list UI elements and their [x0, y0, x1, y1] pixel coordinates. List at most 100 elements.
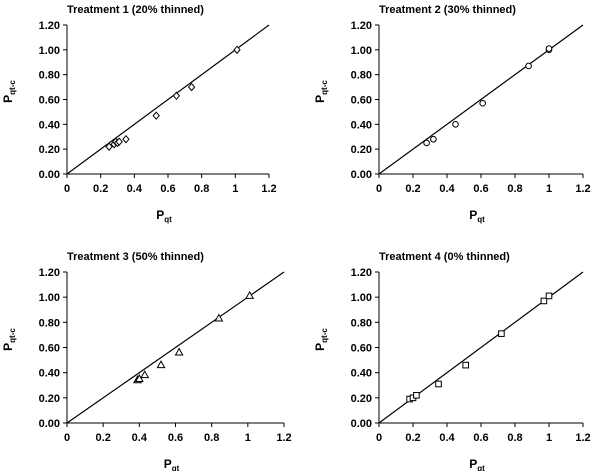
x-tick-label: 1	[232, 183, 238, 195]
data-point	[545, 45, 553, 52]
y-axis-label: Pqt-c	[313, 328, 329, 351]
y-axis-label: Pqt-c	[1, 80, 17, 103]
x-tick-label: 0	[64, 432, 70, 444]
panel-3: Treatment 3 (50% thinned) 0.00 0.20 0.4 0 0.6…	[1, 251, 292, 471]
y-axis-label-main: P	[1, 343, 15, 351]
y-tick-label: 0.80	[351, 317, 372, 329]
panel-title: Treatment 3 (50% thinned)	[67, 251, 204, 263]
x-tick-label: 0.6	[168, 432, 183, 444]
x-axis-label-sub: qt	[172, 464, 180, 471]
y-axis-label: Pqt-c	[313, 80, 329, 103]
y-tick-label: 0.60	[39, 343, 60, 355]
one-to-one-line	[378, 24, 584, 175]
x-tick-label: 0.6	[160, 183, 175, 195]
y-axis-label-sub: qt-c	[8, 80, 17, 95]
data-point	[122, 134, 130, 144]
y-tick-label: 1.20	[39, 267, 60, 279]
data-point	[152, 111, 160, 120]
x-axis-label: Pqt	[469, 457, 485, 471]
one-to-one-line	[66, 24, 270, 175]
x-tick-label: 0.6	[473, 432, 488, 444]
x-tick-label: 0.4	[439, 183, 455, 195]
y-tick-label: 0.80	[39, 70, 60, 82]
data-point	[462, 361, 469, 369]
x-tick-label: 0.4	[439, 432, 455, 444]
y-tick-label: 0.60	[39, 95, 60, 107]
x-axis-label-main: P	[156, 208, 164, 222]
panel-4: Treatment 4 (0% thinned)0.000.200.400.60…	[313, 251, 591, 471]
x-tick-label: 1.2	[261, 183, 276, 195]
panel-title: Treatment 4 (0% thinned)	[379, 251, 510, 263]
data-point	[413, 392, 420, 399]
x-tick-label: 0.2	[405, 432, 420, 444]
y-tick-label: 1.00	[39, 292, 60, 304]
y-tick-label: 0.60	[351, 343, 372, 355]
data-point	[479, 99, 487, 107]
panel-1: Treatment 1 (20% thinned)0.000.200.400.6…	[1, 4, 277, 224]
data-point	[430, 135, 437, 143]
x-tick-label: 1.2	[575, 432, 590, 444]
y-tick-label: 0.20	[39, 393, 60, 405]
y-tick-label: 0.00	[351, 418, 372, 430]
data-point	[134, 373, 144, 382]
panel-title: Treatment 2 (30% thinned)	[379, 4, 516, 16]
data-point	[156, 360, 166, 369]
data-point	[498, 330, 505, 337]
data-point	[174, 347, 184, 356]
data-point	[452, 121, 459, 128]
x-axis-label-main: P	[469, 457, 477, 471]
x-tick-label: 0.8	[204, 432, 219, 444]
y-tick-label: 0.20	[39, 144, 60, 156]
x-tick-label: 0.8	[194, 183, 209, 195]
data-point	[187, 82, 196, 92]
x-tick-label: 0.2	[405, 183, 420, 195]
x-tick-label: 0	[64, 183, 70, 195]
y-tick-label: 0.60	[351, 95, 372, 107]
y-tick-label: 1.20	[351, 267, 372, 279]
x-axis-label: Pqt	[164, 457, 180, 471]
x-tick-label: 0.8	[507, 432, 522, 444]
y-tick-label: 0.40	[39, 119, 60, 131]
data-point	[435, 380, 442, 388]
x-tick-label: 1.2	[575, 183, 590, 195]
x-tick-label: 1	[546, 432, 552, 444]
panel-2: Treatment 2 (30% thinned)0.000.200.400.6…	[313, 4, 591, 224]
data-point	[540, 297, 548, 305]
x-axis-label-main: P	[469, 208, 477, 222]
x-axis-label-main: P	[164, 457, 172, 471]
y-tick-label: 1.00	[351, 292, 372, 304]
data-point	[545, 292, 553, 300]
x-axis-label-sub: qt	[477, 464, 485, 471]
y-tick-label: 0.00	[351, 169, 372, 181]
data-point	[140, 370, 150, 379]
y-tick-label: 1.20	[39, 20, 60, 32]
y-tick-label: 1.00	[351, 45, 372, 57]
data-point	[423, 139, 430, 147]
y-tick-label: 0.80	[39, 317, 60, 329]
y-axis-label-sub: qt-c	[8, 328, 17, 343]
x-tick-label: 1.2	[276, 432, 291, 444]
x-axis-label: Pqt	[469, 208, 485, 224]
y-tick-label: 1.20	[351, 20, 372, 32]
y-tick-label: 0.20	[351, 144, 372, 156]
x-tick-label: 0.4	[132, 432, 148, 444]
panel-title: Treatment 1 (20% thinned)	[67, 4, 204, 16]
x-tick-label: 0.2	[93, 183, 108, 195]
y-tick-label: 0.40	[351, 368, 372, 380]
y-axis-label-main: P	[313, 343, 327, 351]
y-tick-label: 0.80	[351, 70, 372, 82]
y-tick-label: 0.00	[39, 418, 60, 430]
y-tick-label: 1.00	[39, 45, 60, 57]
x-tick-label: 0	[376, 183, 382, 195]
x-tick-label: 0.8	[507, 183, 522, 195]
y-tick-label: 0.20	[351, 393, 372, 405]
x-axis-label: Pqt	[156, 208, 172, 224]
x-axis-label-sub: qt	[477, 215, 485, 224]
data-point	[172, 91, 181, 101]
data-point	[233, 45, 241, 55]
x-tick-label: 0	[376, 432, 382, 444]
y-tick-label: 0.40	[351, 119, 372, 131]
x-tick-label: 1	[546, 183, 552, 195]
data-point	[245, 290, 255, 299]
